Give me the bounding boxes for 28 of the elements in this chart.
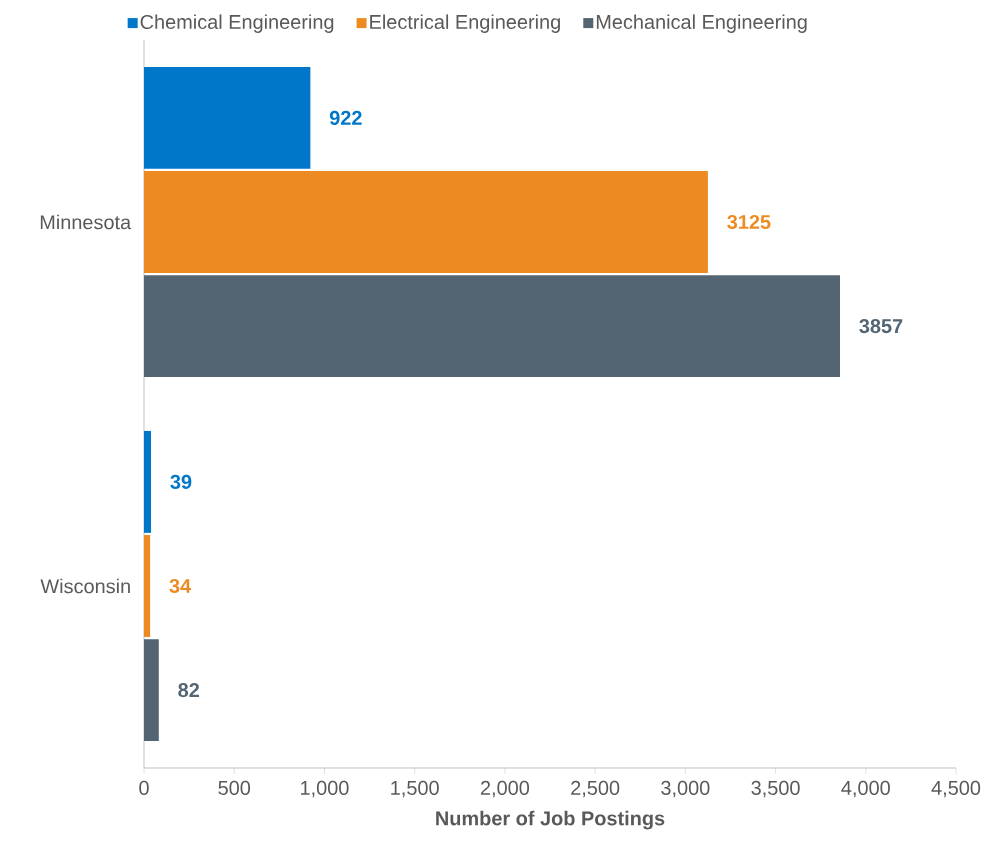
x-tick-label: 4,500 [931, 780, 981, 798]
x-tick-label: 4,000 [841, 780, 890, 798]
bar [144, 430, 152, 533]
bar [144, 275, 840, 378]
bar [144, 639, 159, 742]
legend-label: Chemical Engineering [140, 14, 334, 33]
x-tick-label: 0 [139, 780, 149, 795]
y-tick-label: Minnesota [40, 214, 132, 230]
x-tick-label: 3,000 [661, 780, 710, 798]
legend-label: Mechanical Engineering [596, 14, 807, 33]
x-tick-label: 1,000 [301, 780, 349, 798]
bar [144, 66, 311, 169]
data-label: 3125 [727, 214, 771, 230]
x-tick-label: 500 [218, 780, 251, 795]
x-tick-label: 1,500 [391, 780, 439, 798]
x-tick-label: 2,500 [571, 780, 620, 798]
bar [144, 535, 151, 637]
x-axis-title: Number of Job Postings [436, 810, 665, 830]
data-label: 34 [169, 578, 192, 594]
data-label: 922 [329, 110, 362, 125]
bar [144, 171, 708, 273]
x-tick-label: 2,000 [480, 780, 530, 798]
data-label: 39 [170, 474, 192, 489]
x-tick-label: 3,500 [751, 780, 800, 798]
y-tick-label: Wisconsin [40, 578, 130, 594]
legend-label: Electrical Engineering [370, 14, 560, 33]
data-label: 3857 [859, 319, 903, 334]
data-label: 82 [178, 683, 199, 698]
